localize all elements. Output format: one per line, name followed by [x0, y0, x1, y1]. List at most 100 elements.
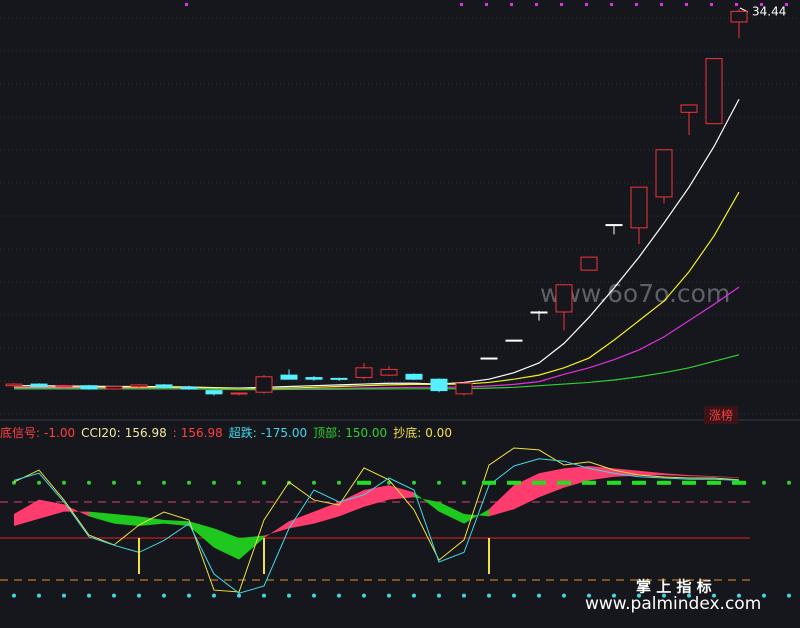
top-signal [557, 480, 571, 485]
indicator-line [13, 447, 740, 593]
band-segment [314, 502, 339, 524]
band-segment [264, 521, 289, 538]
candle-body [30, 383, 48, 388]
max-label: 34.44 [752, 5, 786, 19]
top-signal [507, 480, 521, 485]
band-segment [389, 485, 414, 500]
top-marker [585, 3, 588, 6]
top-marker [535, 3, 538, 6]
badge-bg [704, 406, 738, 424]
indicator-legend: 底信号: -1.00 CCI20: 156.98:156.98 超跌: -175.00 顶部… [0, 425, 452, 440]
candle-body [580, 256, 598, 271]
band-segment [414, 492, 439, 512]
brand-site: www.palmindex.com [585, 594, 761, 614]
top-marker [635, 3, 638, 6]
legend-name: 超跌: [229, 425, 257, 440]
candle-body [455, 382, 473, 395]
moving-average [14, 191, 740, 390]
legend-value: 150.00 [345, 426, 387, 440]
legend-value: 156.98 [125, 426, 167, 440]
candle-body [505, 339, 523, 342]
candle-body [5, 383, 23, 387]
band-segment [439, 502, 464, 524]
candle-body [330, 377, 348, 380]
band-segment [664, 473, 689, 477]
candle-body [480, 357, 498, 360]
candle-body [555, 284, 573, 313]
moving-average [14, 286, 740, 390]
band-segment [539, 468, 564, 498]
band-segment [139, 516, 164, 526]
candle-body [655, 149, 673, 198]
band-segment [464, 509, 489, 524]
band-segment [689, 475, 714, 477]
candle-body [55, 385, 73, 388]
brand: 掌 上 指 标 [636, 578, 712, 596]
top-marker [485, 3, 488, 6]
candle-body [105, 386, 123, 390]
top-signal [357, 480, 371, 485]
candle-body [680, 104, 698, 113]
top-marker [660, 3, 663, 6]
top-marker [735, 3, 738, 6]
top-marker [185, 3, 188, 6]
top-marker [460, 3, 463, 6]
top-signal [632, 480, 646, 485]
band-segment [189, 521, 214, 548]
candle-body [355, 367, 373, 379]
band-segment [239, 535, 264, 560]
top-signal [707, 480, 721, 485]
candle-body [730, 10, 748, 23]
band-segment [89, 511, 114, 524]
candle-body [530, 311, 548, 314]
band-segment [114, 514, 139, 526]
top-marker [685, 3, 688, 6]
candle-body [605, 224, 623, 227]
legend-name: 抄底: [393, 425, 421, 440]
candle-body [230, 392, 248, 395]
band-segment [39, 499, 64, 519]
legend-value: 156.98 [181, 426, 223, 440]
legend-name: 底信号: [0, 425, 40, 440]
band-segment [289, 511, 314, 529]
band-segment [64, 504, 89, 517]
band-segment [489, 485, 514, 517]
candle-body [705, 58, 723, 125]
candle-body [80, 385, 98, 390]
legend-name: 顶部: [313, 425, 341, 440]
legend-name: : [173, 426, 177, 440]
band-segment [714, 476, 739, 478]
legend-value: 0.00 [425, 426, 452, 440]
candle-body [155, 384, 173, 388]
candle-body [280, 374, 298, 380]
top-marker [610, 3, 613, 6]
top-signal [607, 480, 621, 485]
candle-body [630, 186, 648, 229]
top-signal [682, 480, 696, 485]
top-signal [732, 480, 746, 485]
band-segment [14, 499, 39, 526]
badge: 涨榜 [709, 408, 733, 423]
legend-value: -175.00 [261, 426, 307, 440]
top-marker [560, 3, 563, 6]
top-signal [482, 480, 496, 485]
legend-value: -1.00 [44, 426, 75, 440]
candle-body [405, 373, 423, 380]
indicator-line [13, 458, 740, 594]
band-segment [639, 470, 664, 476]
candle-body [205, 390, 223, 395]
top-marker [510, 3, 513, 6]
band-segment [164, 520, 189, 526]
top-marker [710, 3, 713, 6]
top-signal [582, 480, 596, 485]
top-marker [785, 3, 788, 6]
top-marker [760, 3, 763, 6]
candle-body [180, 386, 198, 390]
candle-body [255, 376, 273, 393]
candle-body [130, 384, 148, 388]
band-segment [214, 528, 239, 560]
candle-body [305, 377, 323, 380]
